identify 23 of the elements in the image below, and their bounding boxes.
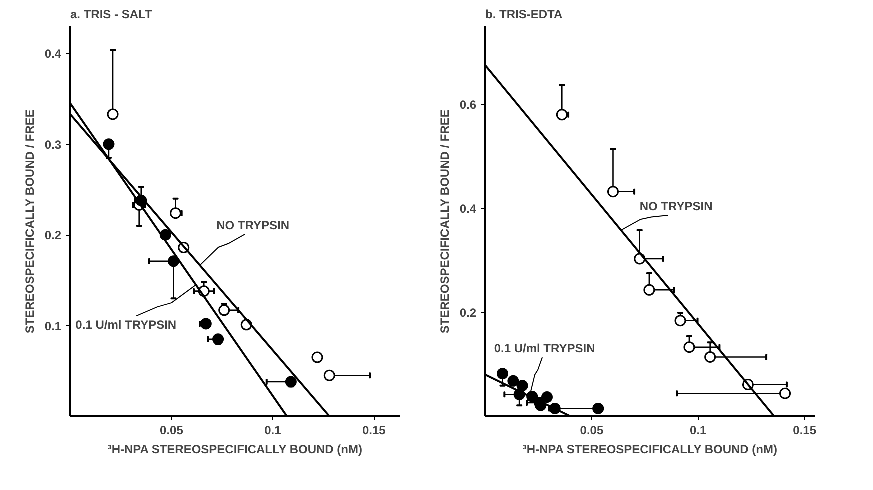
y-tick-label: 0.2 (44, 228, 62, 243)
y-tick-label: 0.4 (44, 47, 62, 62)
x-tick-label: 0.1 (264, 424, 282, 438)
y-tick-label: 0.3 (44, 138, 62, 152)
x-tick-label: 0.1 (690, 424, 708, 438)
text: 0.1 U/ml TRYPSIN (76, 318, 177, 332)
y-axis-title: STEREOSPECIFICALLY BOUND / FREE (22, 110, 37, 334)
y-tick-label: 0.6 (460, 98, 477, 112)
x-tick-label: 0.15 (793, 424, 817, 438)
y-tick-label: 0.2 (460, 306, 477, 320)
y-axis-title: STEREOSPECIFICALLY BOUND / FREE (438, 110, 452, 334)
chart-title: a. TRIS - SALT (70, 8, 153, 22)
text: NO TRYPSIN (640, 199, 713, 214)
x-axis-title: ³H-NPA STEREOSPECIFICALLY BOUND (nM) (108, 442, 363, 456)
x-tick-label: 0.15 (362, 424, 386, 438)
x-tick-label: 0.05 (160, 424, 184, 438)
y-tick-label: 0.1 (44, 319, 62, 334)
text: NO TRYPSIN (216, 218, 290, 232)
y-tick-label: 0.4 (460, 202, 477, 216)
x-tick-label: 0.05 (580, 424, 604, 438)
chart-title: b. TRIS-EDTA (486, 8, 563, 22)
series-label: 0.1 U/ml TRYPSIN (494, 342, 596, 356)
x-axis-title: ³H-NPA STEREOSPECIFICALLY BOUND (nM) (522, 442, 778, 456)
